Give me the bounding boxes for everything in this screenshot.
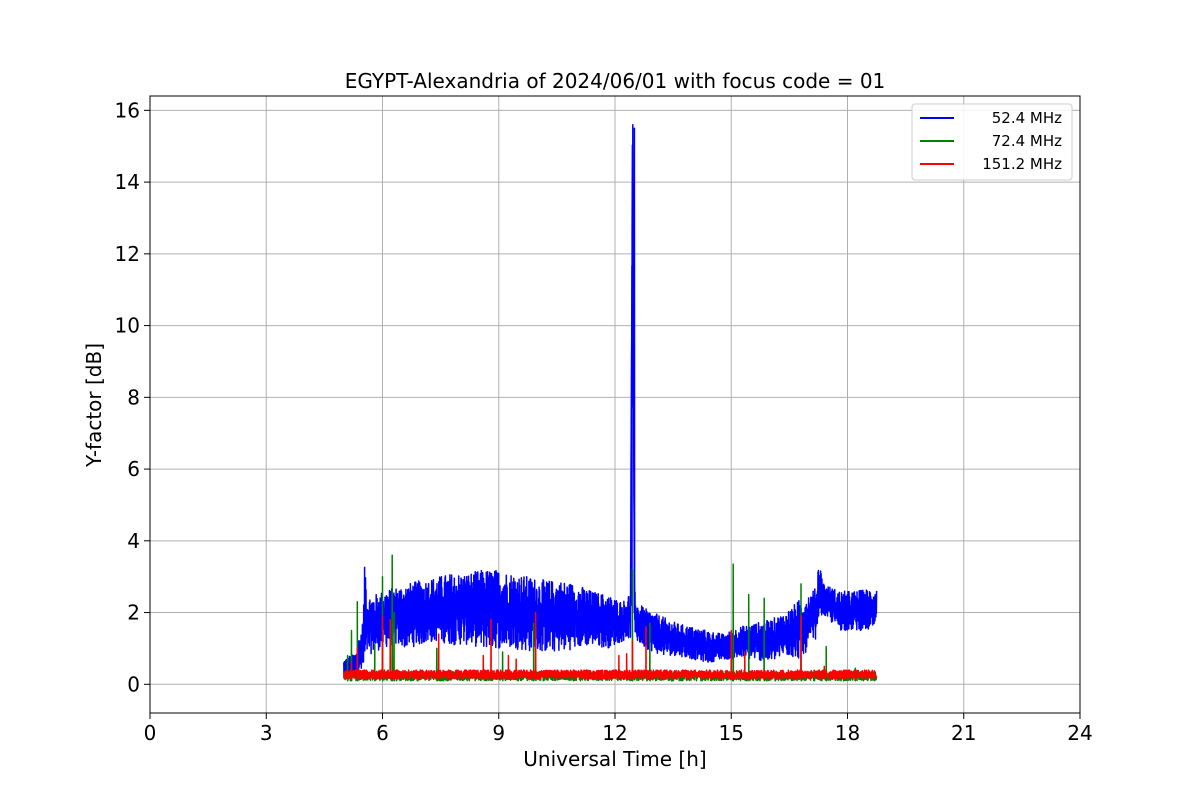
y-tick-label: 0 xyxy=(127,672,140,696)
x-tick-label: 21 xyxy=(951,721,976,745)
y-tick-label: 14 xyxy=(115,170,140,194)
legend-label: 52.4 MHz xyxy=(992,109,1062,127)
y-tick-label: 6 xyxy=(127,457,140,481)
x-tick-label: 24 xyxy=(1067,721,1092,745)
x-tick-label: 15 xyxy=(719,721,744,745)
x-tick-label: 9 xyxy=(492,721,505,745)
x-axis: 0 3 6 9 12 15 18 21 24 xyxy=(144,713,1093,745)
x-tick-label: 12 xyxy=(602,721,627,745)
y-tick-label: 2 xyxy=(127,601,140,625)
x-tick-label: 6 xyxy=(376,721,389,745)
x-tick-label: 18 xyxy=(835,721,860,745)
x-tick-label: 3 xyxy=(260,721,273,745)
series-line-1 xyxy=(343,123,878,679)
y-axis-label: Y-factor [dB] xyxy=(82,343,106,468)
y-tick-label: 4 xyxy=(127,529,140,553)
legend-label: 72.4 MHz xyxy=(992,132,1062,150)
legend: 52.4 MHz 72.4 MHz 151.2 MHz xyxy=(911,103,1073,181)
y-axis: 0 2 4 6 8 10 12 14 16 xyxy=(115,98,150,696)
x-tick-label: 0 xyxy=(144,721,157,745)
legend-label: 151.2 MHz xyxy=(982,155,1062,173)
series-line-3 xyxy=(343,611,878,680)
series-layer xyxy=(343,123,878,682)
y-tick-label: 12 xyxy=(115,242,140,266)
y-tick-label: 16 xyxy=(115,98,140,122)
y-tick-label: 8 xyxy=(127,385,140,409)
x-axis-label: Universal Time [h] xyxy=(523,747,706,771)
y-tick-label: 10 xyxy=(115,314,140,338)
legend-box xyxy=(911,103,1073,181)
chart-title: EGYPT-Alexandria of 2024/06/01 with focu… xyxy=(345,69,886,93)
